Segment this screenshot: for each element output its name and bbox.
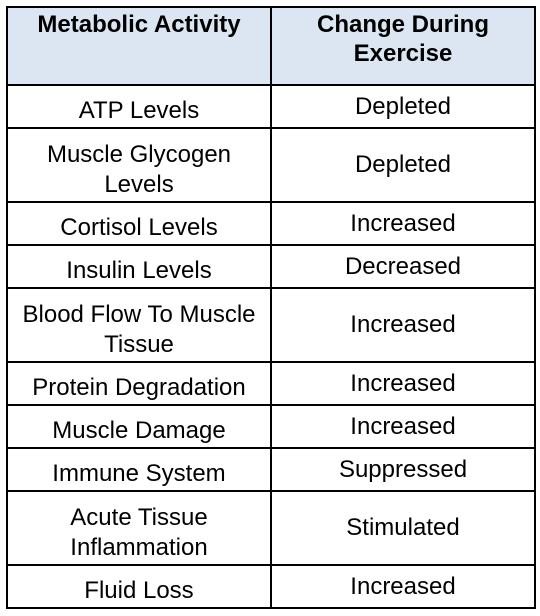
change-cell: Depleted bbox=[270, 127, 536, 203]
change-cell: Decreased bbox=[270, 244, 536, 289]
document-sheet: Metabolic Activity Change During Exercis… bbox=[6, 6, 536, 609]
activity-cell: Insulin Levels bbox=[6, 244, 272, 289]
metabolic-activity-table: Metabolic Activity Change During Exercis… bbox=[6, 6, 536, 609]
activity-cell: Protein Degradation bbox=[6, 361, 272, 406]
header-row: Metabolic Activity Change During Exercis… bbox=[6, 6, 536, 86]
table-row: Muscle Glycogen Levels Depleted bbox=[6, 127, 536, 203]
change-cell: Increased bbox=[270, 361, 536, 406]
change-cell: Increased bbox=[270, 287, 536, 363]
change-cell: Increased bbox=[270, 404, 536, 449]
table-row: Blood Flow To Muscle Tissue Increased bbox=[6, 287, 536, 363]
table-row: Fluid Loss Increased bbox=[6, 564, 536, 609]
activity-cell: Blood Flow To Muscle Tissue bbox=[6, 287, 272, 363]
activity-cell: Immune System bbox=[6, 447, 272, 492]
table-row: Protein Degradation Increased bbox=[6, 361, 536, 406]
table-row: Insulin Levels Decreased bbox=[6, 244, 536, 289]
change-cell: Suppressed bbox=[270, 447, 536, 492]
table-row: ATP Levels Depleted bbox=[6, 84, 536, 129]
table-row: Cortisol Levels Increased bbox=[6, 201, 536, 246]
activity-cell: Cortisol Levels bbox=[6, 201, 272, 246]
header-change-during-exercise: Change During Exercise bbox=[270, 6, 536, 86]
table-row: Immune System Suppressed bbox=[6, 447, 536, 492]
change-cell: Increased bbox=[270, 201, 536, 246]
activity-cell: Fluid Loss bbox=[6, 564, 272, 609]
table-row: Acute Tissue Inflammation Stimulated bbox=[6, 490, 536, 566]
change-cell: Increased bbox=[270, 564, 536, 609]
activity-cell: Muscle Glycogen Levels bbox=[6, 127, 272, 203]
header-metabolic-activity: Metabolic Activity bbox=[6, 6, 272, 86]
change-cell: Stimulated bbox=[270, 490, 536, 566]
activity-cell: Muscle Damage bbox=[6, 404, 272, 449]
change-cell: Depleted bbox=[270, 84, 536, 129]
activity-cell: Acute Tissue Inflammation bbox=[6, 490, 272, 566]
activity-cell: ATP Levels bbox=[6, 84, 272, 129]
table-row: Muscle Damage Increased bbox=[6, 404, 536, 449]
